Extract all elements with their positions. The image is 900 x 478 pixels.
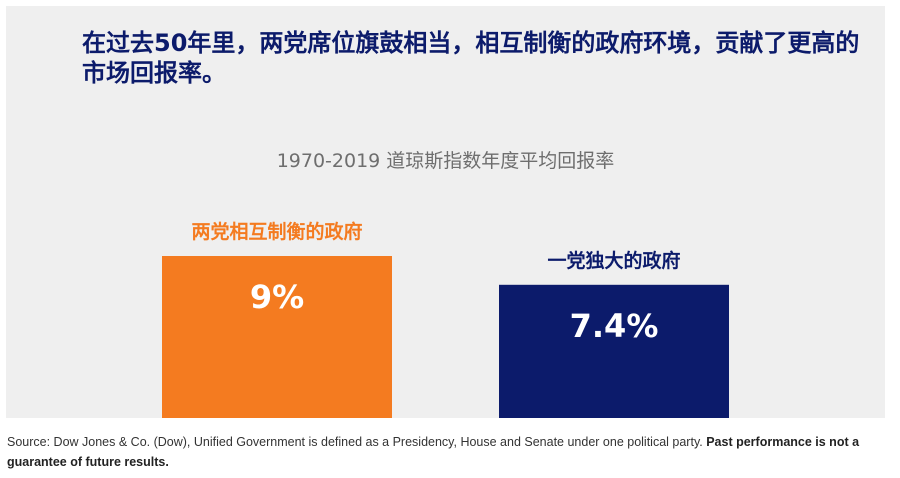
bar-1 <box>162 256 392 418</box>
source-text: Source: Dow Jones & Co. (Dow), Unified G… <box>7 435 707 449</box>
headline: 在过去50年里，两党席位旗鼓相当，相互制衡的政府环境，贡献了更高的市场回报率。 <box>82 29 860 87</box>
source-note: Source: Dow Jones & Co. (Dow), Unified G… <box>7 432 897 472</box>
bar-value-label-1: 9% <box>250 278 304 316</box>
chart-panel: 在过去50年里，两党席位旗鼓相当，相互制衡的政府环境，贡献了更高的市场回报率。 … <box>6 6 885 418</box>
bar-2 <box>499 284 729 418</box>
disclaimer-text: Past performance is not a guarantee of f… <box>7 435 860 469</box>
bar-chart: 9% 两党相互制衡的政府 7.4% 一党独大的政府 <box>162 220 729 418</box>
bar-value-label-2: 7.4% <box>570 307 659 345</box>
category-label-2: 一党独大的政府 <box>547 249 680 272</box>
category-label-1: 两党相互制衡的政府 <box>191 220 362 243</box>
chart-title: 1970-2019 道琼斯指数年度平均回报率 <box>276 150 615 172</box>
